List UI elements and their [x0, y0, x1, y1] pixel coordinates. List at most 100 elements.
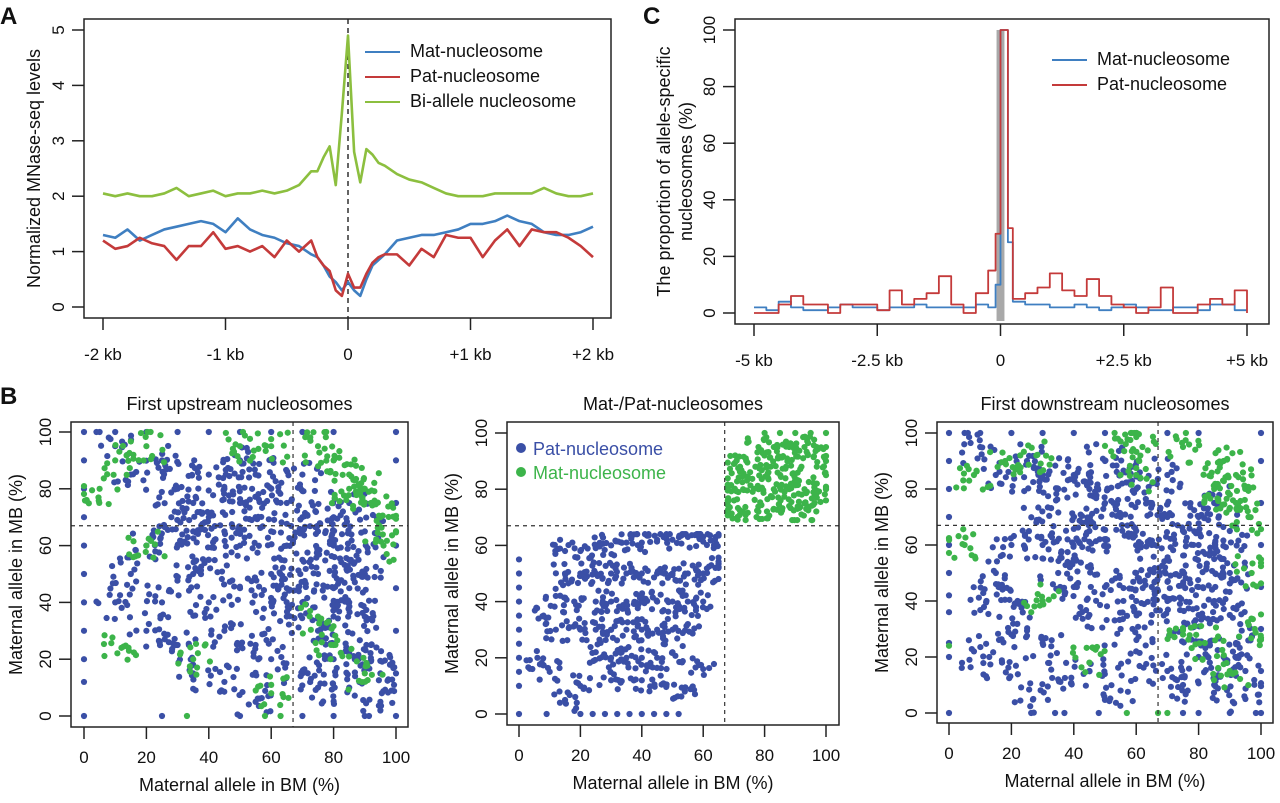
data-point [80, 570, 88, 578]
data-point [183, 527, 190, 534]
data-point [297, 570, 304, 578]
data-point [1134, 547, 1141, 554]
data-point [1170, 536, 1178, 543]
data-point [751, 496, 758, 504]
data-point [822, 497, 830, 504]
data-point [152, 593, 159, 600]
data-point [589, 649, 596, 657]
data-point [196, 463, 203, 470]
data-point [124, 656, 131, 663]
data-point [191, 457, 198, 464]
data-point [715, 558, 722, 565]
data-point [251, 539, 258, 546]
data-point [1132, 569, 1139, 576]
data-point [613, 637, 621, 644]
data-point [1133, 448, 1140, 455]
data-point [220, 490, 228, 497]
data-point [959, 540, 966, 548]
data-point [760, 487, 767, 494]
data-point [983, 640, 990, 647]
data-point [1125, 658, 1132, 665]
data-point [345, 686, 352, 693]
data-point [590, 559, 597, 566]
data-point [808, 495, 815, 502]
data-point [1024, 555, 1031, 562]
data-point [1169, 693, 1176, 700]
data-point [1032, 554, 1039, 561]
data-point [338, 597, 345, 604]
data-point [945, 642, 953, 649]
data-point [1037, 687, 1044, 694]
data-point [1195, 611, 1202, 619]
data-point [599, 628, 606, 636]
series-line-pat-nucleosome [102, 228, 594, 298]
data-point [756, 472, 763, 479]
data-point [1214, 495, 1221, 502]
data-point [144, 582, 151, 589]
data-point [1145, 488, 1152, 495]
data-point [1115, 664, 1122, 671]
data-point [351, 579, 358, 586]
y-tick-label: 80 [902, 480, 921, 499]
data-point [1223, 444, 1230, 451]
data-point [201, 609, 208, 616]
data-point [161, 553, 168, 560]
data-point [1101, 442, 1109, 449]
legend-label: Pat-nucleosome [1097, 74, 1227, 94]
data-point [977, 643, 984, 651]
data-point [1140, 600, 1148, 608]
data-point [781, 488, 788, 496]
data-point [531, 607, 538, 614]
data-point [1171, 634, 1178, 641]
data-point [744, 435, 751, 442]
data-point [1251, 681, 1258, 688]
data-point [1207, 544, 1214, 551]
data-point [690, 600, 698, 608]
data-point [1237, 448, 1244, 456]
data-point [1164, 606, 1171, 613]
data-point [228, 625, 235, 632]
data-point [152, 627, 159, 634]
data-point [101, 465, 108, 472]
data-point [388, 500, 395, 507]
data-point [1008, 488, 1016, 495]
data-point [339, 471, 346, 478]
data-point [1038, 448, 1045, 455]
y-tick-label: 60 [36, 536, 55, 555]
data-point [241, 484, 248, 491]
data-point [822, 472, 830, 479]
data-point [1180, 607, 1187, 615]
data-point [268, 443, 275, 450]
y-tick-label: 0 [472, 709, 491, 718]
data-point [374, 529, 381, 536]
data-point [213, 464, 220, 471]
data-point [246, 466, 253, 473]
data-point [159, 446, 166, 453]
x-tick-label: 60 [1127, 744, 1146, 763]
data-point [125, 457, 132, 464]
data-point [1130, 578, 1137, 585]
data-point [277, 701, 284, 709]
data-point [810, 474, 817, 481]
data-point [646, 688, 653, 695]
data-point [1240, 565, 1248, 572]
x-tick-label: +2 kb [572, 345, 614, 364]
data-point [1132, 542, 1140, 549]
data-point [363, 641, 370, 649]
data-point [259, 614, 266, 622]
data-point [316, 667, 323, 674]
data-point [700, 598, 707, 605]
data-point [171, 635, 178, 643]
data-point [945, 569, 953, 577]
data-point [773, 448, 781, 455]
data-point [1139, 443, 1146, 451]
data-point [1037, 581, 1044, 588]
data-point [346, 566, 354, 573]
data-point [778, 481, 785, 488]
data-point [175, 500, 183, 507]
data-point [160, 459, 168, 466]
data-point [657, 665, 665, 672]
data-point [256, 655, 263, 662]
data-point [225, 436, 232, 443]
data-point [141, 610, 149, 617]
